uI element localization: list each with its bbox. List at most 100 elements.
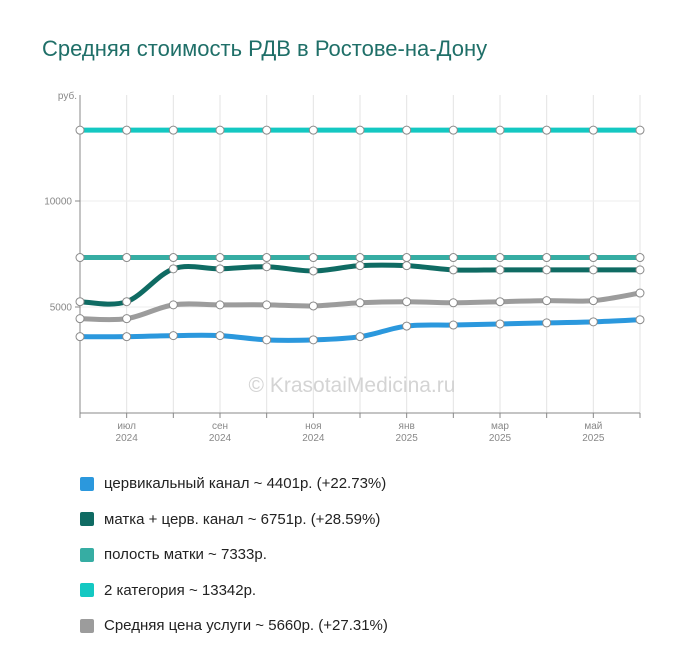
series-4-point[interactable]: [168, 331, 178, 341]
legend-label: матка + церв. канал ~ 6751р. (+28.59%): [104, 510, 381, 528]
series-4-point[interactable]: [635, 315, 645, 325]
series-2-point[interactable]: [168, 264, 178, 274]
x-tick-label-month: мар: [491, 421, 509, 432]
series-4-point[interactable]: [122, 332, 132, 342]
legend-item[interactable]: Средняя цена услуги ~ 5660р. (+27.31%): [80, 608, 388, 644]
axes: 500010000руб.июл2024сен2024ноя2024янв202…: [44, 90, 641, 444]
series-1-point[interactable]: [75, 253, 85, 263]
x-tick-label-year: 2024: [302, 433, 325, 444]
series-0-point[interactable]: [588, 125, 598, 135]
series-points: [75, 125, 645, 345]
series-4-point[interactable]: [588, 317, 598, 327]
legend-label: 2 категория ~ 13342р.: [104, 581, 257, 599]
series-1-point[interactable]: [262, 253, 272, 263]
series-1-point[interactable]: [308, 253, 318, 263]
series-1-point[interactable]: [122, 253, 132, 263]
series-0-point[interactable]: [215, 125, 225, 135]
series-3-point[interactable]: [495, 297, 505, 307]
series-3-point[interactable]: [308, 301, 318, 311]
legend-swatch: [80, 512, 94, 527]
series-0-point[interactable]: [542, 125, 552, 135]
series-4-point[interactable]: [542, 318, 552, 328]
legend-item[interactable]: цервикальный канал ~ 4401р. (+22.73%): [80, 466, 388, 502]
series-2-point[interactable]: [448, 265, 458, 275]
series-1-point[interactable]: [448, 253, 458, 263]
series-3-point[interactable]: [122, 314, 132, 324]
series-1-point[interactable]: [495, 253, 505, 263]
series-2-point[interactable]: [215, 264, 225, 274]
x-tick-label-year: 2024: [116, 433, 139, 444]
series-2-point[interactable]: [588, 265, 598, 275]
legend-item[interactable]: 2 категория ~ 13342р.: [80, 573, 388, 609]
x-tick-label-month: ноя: [305, 421, 322, 432]
series-1-point[interactable]: [542, 253, 552, 263]
x-tick-label-month: сен: [212, 421, 228, 432]
series-0-point[interactable]: [495, 125, 505, 135]
series-3-point[interactable]: [588, 296, 598, 306]
series-4-point[interactable]: [308, 335, 318, 345]
series-4-point[interactable]: [495, 319, 505, 329]
series-1-point[interactable]: [588, 253, 598, 263]
x-tick-label-year: 2024: [209, 433, 232, 444]
x-tick-label-year: 2025: [489, 433, 512, 444]
x-tick-label-month: янв: [399, 421, 415, 432]
series-0-point[interactable]: [75, 125, 85, 135]
series-2-point[interactable]: [122, 297, 132, 307]
x-tick-label-month: июл: [117, 421, 136, 432]
series-1-point[interactable]: [215, 253, 225, 263]
series-0-point[interactable]: [448, 125, 458, 135]
series-0-point[interactable]: [308, 125, 318, 135]
series-1-point[interactable]: [635, 253, 645, 263]
series-2-point[interactable]: [495, 265, 505, 275]
series-3-point[interactable]: [355, 298, 365, 308]
series-0-point[interactable]: [355, 125, 365, 135]
legend-swatch: [80, 476, 94, 491]
y-unit-label: руб.: [58, 90, 77, 102]
series-0-point[interactable]: [402, 125, 412, 135]
legend-label: Средняя цена услуги ~ 5660р. (+27.31%): [104, 617, 388, 635]
series-0-point[interactable]: [122, 125, 132, 135]
series-2-point[interactable]: [402, 261, 412, 271]
y-tick-label: 5000: [50, 303, 73, 314]
chart-title: Средняя стоимость РДВ в Ростове-на-Дону: [42, 36, 488, 61]
series-2-point[interactable]: [635, 265, 645, 275]
series-3-point[interactable]: [448, 298, 458, 308]
y-tick-label: 10000: [44, 197, 72, 208]
series-1-point[interactable]: [168, 253, 178, 263]
legend-label: цервикальный канал ~ 4401р. (+22.73%): [104, 475, 387, 493]
series-2-point[interactable]: [355, 261, 365, 271]
series-4-point[interactable]: [215, 331, 225, 341]
legend-item[interactable]: полость матки ~ 7333р.: [80, 537, 388, 573]
series-0-point[interactable]: [635, 125, 645, 135]
legend-item[interactable]: матка + церв. канал ~ 6751р. (+28.59%): [80, 502, 388, 538]
series-0-point[interactable]: [262, 125, 272, 135]
series-1-point[interactable]: [355, 253, 365, 263]
series-4-point[interactable]: [355, 332, 365, 342]
series-4-point[interactable]: [75, 332, 85, 342]
series-3-point[interactable]: [168, 300, 178, 310]
series-4-point[interactable]: [402, 321, 412, 331]
series-3-point[interactable]: [542, 296, 552, 306]
series-4-point[interactable]: [262, 335, 272, 345]
legend: цервикальный канал ~ 4401р. (+22.73%) мат…: [80, 466, 388, 644]
series-3-point[interactable]: [635, 288, 645, 298]
legend-swatch: [80, 547, 94, 562]
series-2-point[interactable]: [75, 297, 85, 307]
legend-swatch: [80, 583, 94, 598]
series-4-point[interactable]: [448, 320, 458, 330]
series-2-point[interactable]: [308, 266, 318, 276]
series-1-point[interactable]: [402, 253, 412, 263]
series-2-point[interactable]: [262, 262, 272, 272]
series-2-point[interactable]: [542, 265, 552, 275]
x-tick-label-month: май: [584, 421, 602, 432]
watermark: © KrasotaiMedicina.ru: [249, 374, 456, 397]
series-3-point[interactable]: [75, 314, 85, 324]
x-tick-label-year: 2025: [582, 433, 605, 444]
series-0-point[interactable]: [168, 125, 178, 135]
legend-swatch: [80, 618, 94, 633]
series-3-point[interactable]: [402, 297, 412, 307]
series-3-point[interactable]: [262, 300, 272, 310]
x-tick-label-year: 2025: [396, 433, 419, 444]
series-3-point[interactable]: [215, 300, 225, 310]
